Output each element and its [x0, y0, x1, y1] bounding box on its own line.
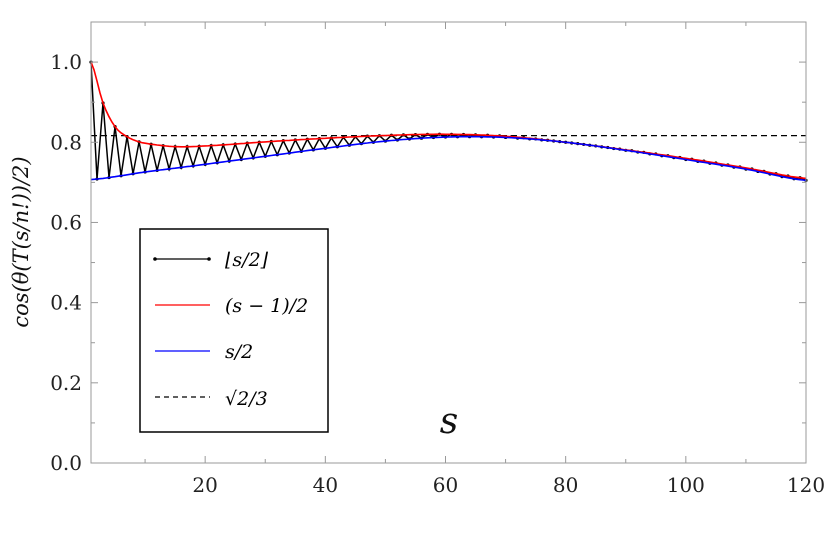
x-tick-label: 20: [192, 473, 217, 497]
x-axis-label: s: [440, 401, 458, 442]
x-tick-label: 120: [787, 473, 825, 497]
x-tick-label: 60: [433, 473, 458, 497]
legend: ⌊s/2⌋ (s − 1)/2 s/2 √2/3: [139, 228, 329, 433]
y-tick-label: 0.2: [50, 371, 82, 395]
legend-box: [139, 228, 329, 433]
y-tick-label: 0.8: [50, 130, 82, 154]
legend-marker: [207, 257, 211, 261]
x-tick-label: 40: [313, 473, 338, 497]
series-blue-line: [90, 135, 807, 182]
y-tick-label: 0.4: [50, 291, 82, 315]
legend-label-red: (s − 1)/2: [225, 295, 308, 317]
legend-label-floor: ⌊s/2⌋: [225, 249, 269, 271]
legend-label-sqrt: √2/3: [225, 388, 268, 410]
y-tick-label: 0.6: [50, 210, 82, 234]
legend-label-blue: s/2: [225, 341, 253, 363]
series-red-line: [90, 61, 807, 180]
y-tick-label: 1.0: [50, 50, 82, 74]
plot-frame: [90, 21, 807, 464]
y-tick-label: 0.0: [50, 451, 82, 475]
legend-marker: [153, 257, 157, 261]
x-tick-label: 80: [553, 473, 578, 497]
x-tick-label: 100: [667, 473, 705, 497]
y-axis-label: cos(θ(T(s/n!))/2): [9, 156, 33, 327]
